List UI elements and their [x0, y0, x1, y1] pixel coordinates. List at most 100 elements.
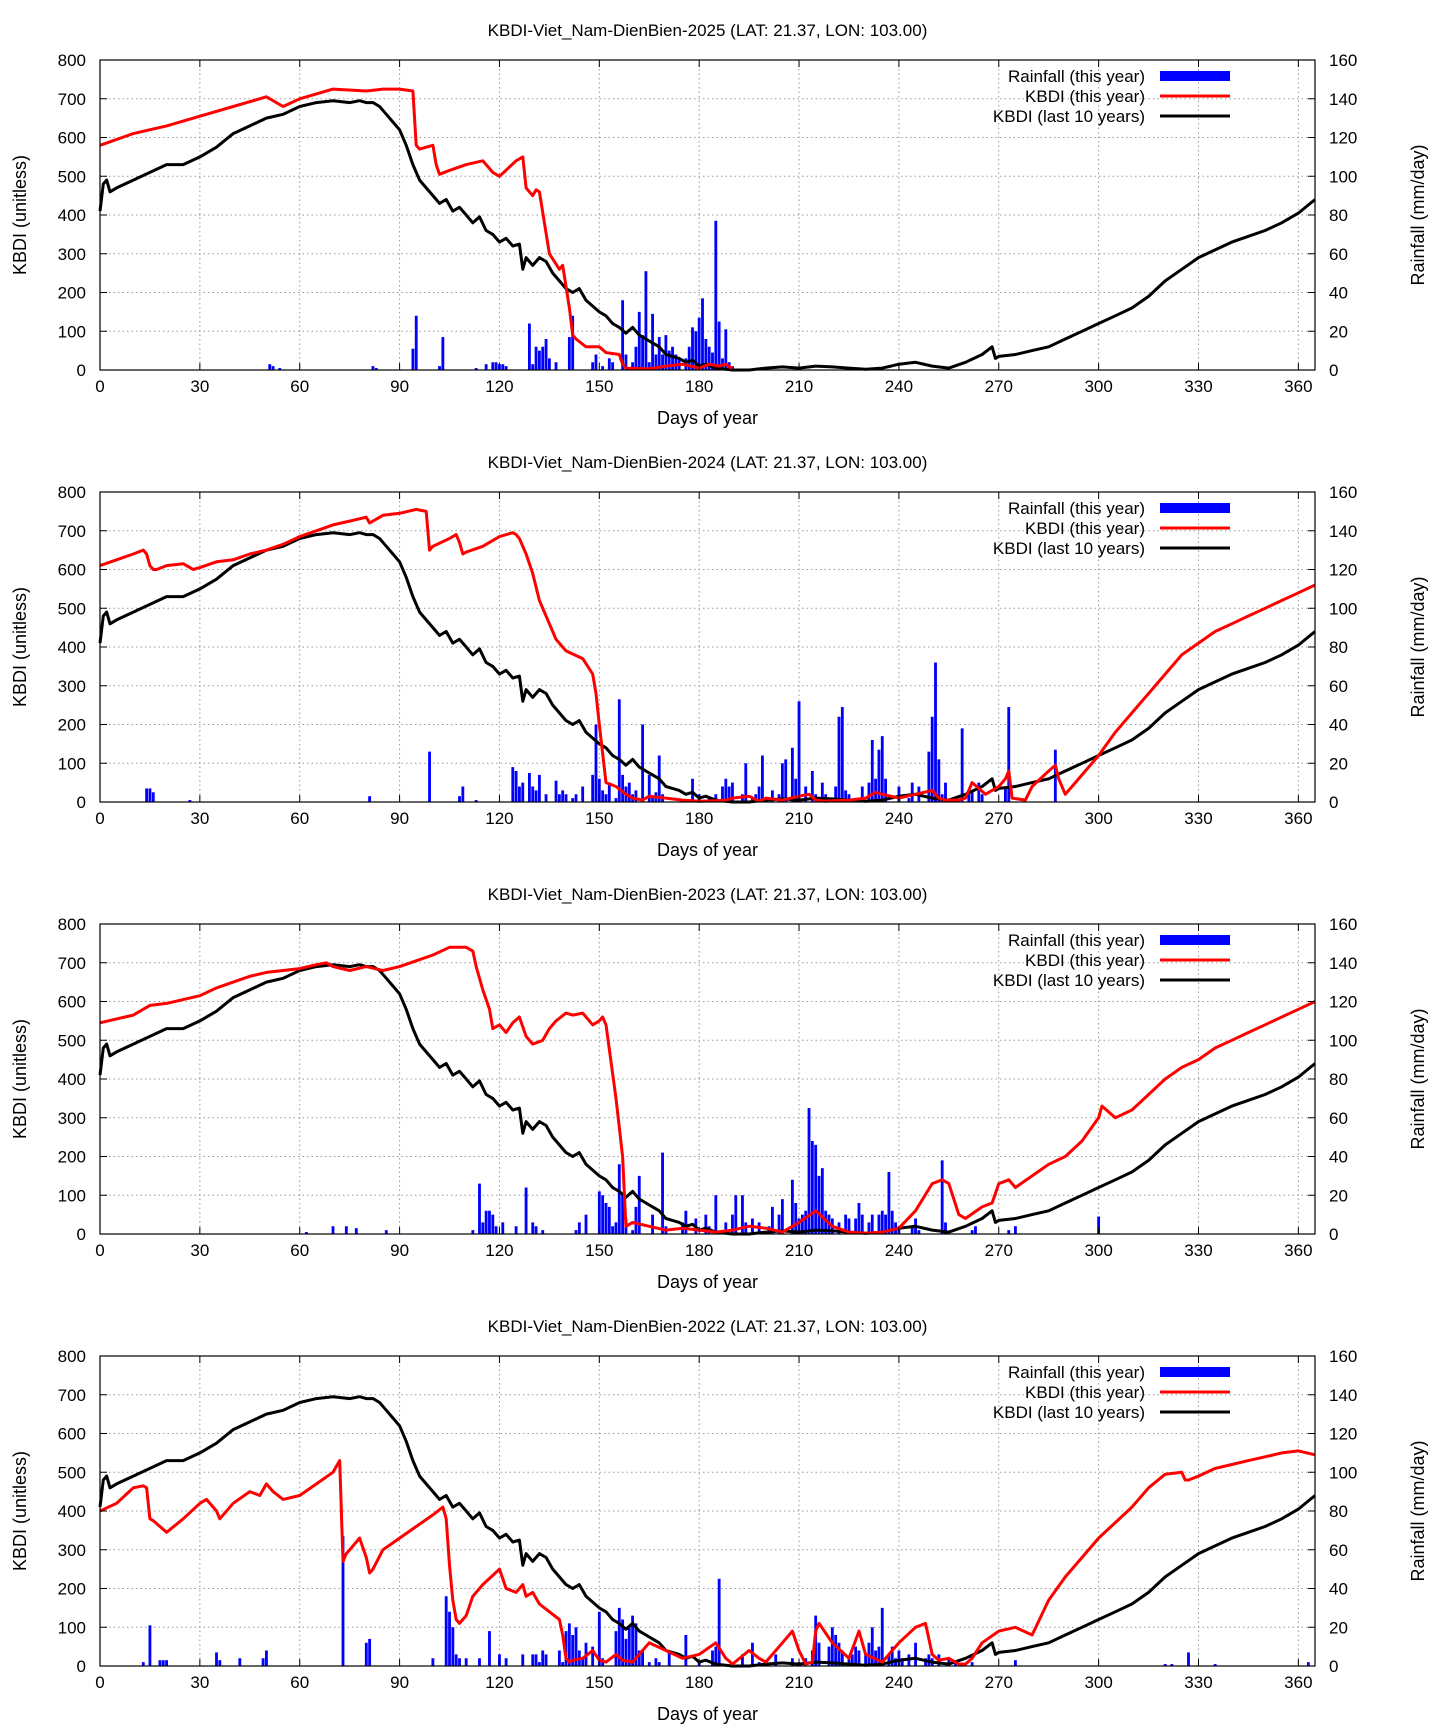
rainfall-bar — [238, 1658, 242, 1666]
rainfall-bar — [594, 724, 598, 802]
rainfall-bar — [724, 1222, 728, 1234]
rainfall-bar — [547, 358, 551, 370]
rainfall-bar — [631, 362, 635, 370]
x-tick-label: 30 — [190, 377, 209, 396]
rainfall-bar — [524, 1187, 528, 1234]
rainfall-bar — [707, 346, 711, 370]
rainfall-bar — [564, 794, 568, 802]
rainfall-bar — [807, 1108, 811, 1234]
x-tick-label: 30 — [190, 1241, 209, 1260]
chart-panel-1: KBDI-Viet_Nam-DienBien-2024 (LAT: 21.37,… — [10, 453, 1428, 860]
x-tick-label: 270 — [985, 1673, 1013, 1692]
rainfall-bar — [864, 1654, 868, 1666]
rainfall-bar — [304, 1232, 308, 1234]
rainfall-bar — [724, 329, 728, 370]
rainfall-bar — [910, 1226, 914, 1234]
rainfall-bar — [627, 782, 631, 802]
y2-tick-label: 20 — [1329, 1186, 1348, 1205]
rainfall-bar — [837, 716, 841, 802]
y-axis-label: KBDI (unitless) — [10, 1019, 30, 1139]
rainfall-bar — [644, 271, 648, 370]
rainfall-bar — [494, 1226, 498, 1234]
rainfall-bar — [900, 1658, 904, 1666]
rainfall-bar — [534, 1226, 538, 1234]
y-tick-label: 0 — [77, 1225, 86, 1244]
rainfall-bar — [488, 1631, 491, 1666]
rainfall-bar — [910, 782, 914, 802]
rainfall-bar — [657, 1662, 661, 1666]
rainfall-bar — [537, 350, 541, 370]
rainfall-bar — [691, 778, 694, 802]
rainfall-bar — [714, 220, 718, 370]
rainfall-bar — [411, 348, 415, 370]
x-tick-label: 150 — [585, 377, 613, 396]
rainfall-bar — [521, 782, 525, 802]
rainfall-bar — [494, 362, 498, 370]
rainfall-bar — [934, 662, 937, 802]
rainfall-bar — [937, 759, 941, 802]
rainfall-bar — [1004, 786, 1007, 802]
y2-tick-label: 80 — [1329, 1502, 1348, 1521]
rainfall-bar — [531, 1222, 535, 1234]
rainfall-bar — [847, 794, 851, 802]
rainfall-bar — [574, 1627, 578, 1666]
legend-label: KBDI (last 10 years) — [993, 107, 1145, 126]
legend: Rainfall (this year)KBDI (this year)KBDI… — [993, 931, 1230, 990]
y-tick-label: 300 — [58, 1541, 86, 1560]
rainfall-bar — [790, 1179, 794, 1234]
y-tick-label: 600 — [58, 993, 86, 1012]
rainfall-bar — [810, 771, 814, 802]
rainfall-bar — [464, 1658, 468, 1666]
rainfall-bar — [647, 774, 651, 802]
rainfall-bar — [944, 782, 947, 802]
y2-tick-label: 0 — [1329, 793, 1338, 812]
rainfall-bar — [637, 1175, 641, 1234]
rainfall-bar — [714, 1646, 718, 1666]
rainfall-bar — [1306, 1662, 1310, 1666]
rainfall-bar — [780, 763, 784, 802]
rainfall-bar — [641, 724, 645, 802]
rainfall-bar — [474, 800, 478, 802]
rainfall-bar — [557, 1650, 561, 1666]
y-tick-label: 100 — [58, 322, 86, 341]
kbdi-this-year-line — [99, 507, 1316, 803]
rainfall-bar — [554, 362, 558, 370]
rainfall-bar — [887, 1654, 891, 1666]
x-tick-label: 60 — [290, 1241, 309, 1260]
rainfall-bar — [651, 1214, 654, 1234]
rainfall-bar — [531, 364, 535, 370]
y-tick-label: 600 — [58, 1425, 86, 1444]
rainfall-bar — [491, 362, 495, 370]
x-tick-label: 90 — [390, 377, 409, 396]
rainfall-bar — [617, 1607, 621, 1666]
rainfall-bar — [704, 339, 708, 370]
kbdi-last-10-years-line — [98, 531, 1316, 804]
rainfall-bar — [561, 790, 565, 802]
y2-tick-label: 0 — [1329, 1657, 1338, 1676]
x-tick-label: 90 — [390, 1673, 409, 1692]
rainfall-bar — [777, 1214, 781, 1234]
rainfall-bar — [727, 786, 731, 802]
rainfall-bar — [867, 782, 871, 802]
x-tick-label: 90 — [390, 809, 409, 828]
rainfall-bar — [165, 1660, 168, 1666]
legend-swatch-rainfall — [1160, 935, 1230, 945]
rainfall-bar — [621, 1619, 625, 1666]
rainfall-bar — [661, 1152, 664, 1234]
rainfall-bar — [597, 778, 601, 802]
rainfall-bar — [704, 1214, 708, 1234]
rainfall-bar — [571, 1635, 575, 1666]
rainfall-bar — [741, 1195, 744, 1234]
x-tick-label: 90 — [390, 1241, 409, 1260]
rainfall-bar — [960, 728, 964, 802]
rainfall-bar — [161, 1660, 165, 1666]
rainfall-bar — [731, 1214, 734, 1234]
y2-axis-label: Rainfall (mm/day) — [1408, 144, 1428, 285]
y2-tick-label: 140 — [1329, 954, 1357, 973]
y2-tick-label: 60 — [1329, 1109, 1348, 1128]
rainfall-bar — [734, 1195, 738, 1234]
x-tick-label: 240 — [885, 377, 913, 396]
rainfall-bar — [215, 1652, 218, 1666]
y2-tick-label: 160 — [1329, 483, 1357, 502]
rainfall-bar — [601, 366, 605, 370]
